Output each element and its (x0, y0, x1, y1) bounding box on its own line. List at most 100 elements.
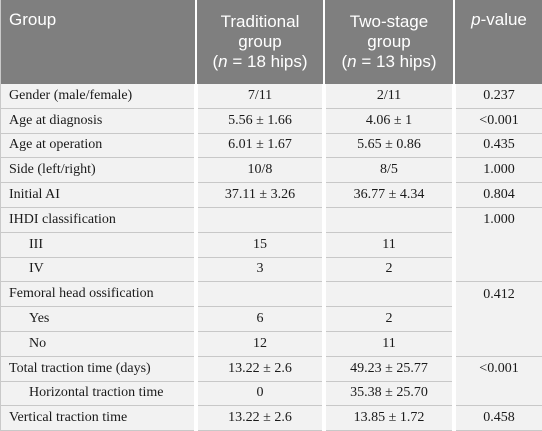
row-traditional-value: 13.22 ± 2.6 (197, 356, 323, 382)
header-pvalue-p: p (471, 10, 481, 29)
cell-text: 13.85 ± 1.72 (353, 410, 425, 426)
cell-text: Femoral head ossification (9, 286, 154, 302)
row-traditional-value: 37.11 ± 3.26 (197, 183, 323, 208)
cell-text: IV (29, 261, 44, 277)
row-label: Vertical traction time (1, 406, 195, 431)
row-label: Initial AI (1, 183, 195, 208)
cell-text: 37.11 ± 3.26 (224, 187, 296, 203)
header-pvalue: p-value (455, 0, 542, 84)
cell-text: 13.22 ± 2.6 (228, 360, 292, 376)
row-pvalue (455, 232, 542, 258)
cell-text: 5.65 ± 0.86 (357, 137, 421, 153)
cell-text: 13.22 ± 2.6 (228, 410, 292, 426)
header-twostage-n: n (347, 52, 357, 71)
header-traditional: Traditional group (n = 18 hips) (197, 0, 323, 84)
row-traditional-value: 3 (197, 257, 323, 283)
row-label: Side (left/right) (1, 158, 195, 184)
row-label: Yes (1, 307, 195, 332)
header-divider (453, 0, 455, 84)
header-traditional-line1: Traditional (220, 12, 300, 31)
header-pvalue-text: p-value (471, 10, 527, 30)
row-label: Age at diagnosis (1, 108, 195, 134)
header-divider (323, 0, 325, 84)
row-traditional-value: 15 (197, 232, 323, 258)
header-traditional-count-text: = 18 hips) (227, 52, 308, 71)
header-traditional-count: (n = 18 hips) (212, 52, 308, 71)
cell-text: No (29, 335, 47, 351)
row-traditional-value: 0 (197, 381, 323, 407)
cell-text: 49.23 ± 25.77 (350, 360, 428, 376)
cell-text: 2/11 (376, 87, 402, 103)
header-traditional-n: n (218, 52, 228, 71)
cell-text: Age at operation (9, 137, 103, 153)
cell-text: <0.001 (479, 112, 519, 128)
cell-text: 1.000 (483, 162, 515, 178)
row-pvalue: 1.000 (455, 158, 542, 184)
cell-text: 8/5 (380, 162, 398, 178)
row-label: No (1, 332, 195, 357)
cell-text: Yes (29, 311, 50, 327)
row-pvalue (455, 381, 542, 407)
row-label: III (1, 232, 195, 258)
row-traditional-value: 10/8 (197, 158, 323, 184)
row-twostage-value: 8/5 (325, 158, 453, 184)
cell-text: 35.38 ± 25.70 (350, 385, 428, 401)
row-pvalue: 0.458 (455, 406, 542, 431)
cell-text: 15 (253, 236, 267, 252)
row-label: Femoral head ossification (1, 282, 195, 308)
cell-text: 0.804 (483, 187, 515, 203)
cell-text: 0 (256, 385, 264, 401)
cell-text: Horizontal traction time (29, 385, 164, 401)
column-divider (194, 84, 198, 431)
cell-text: Vertical traction time (9, 410, 128, 426)
cell-text: Age at diagnosis (9, 112, 103, 128)
row-traditional-value (197, 208, 323, 233)
row-traditional-value: 6 (197, 307, 323, 332)
cell-text: Gender (male/female) (9, 87, 133, 103)
cell-text: 0.237 (483, 87, 515, 103)
row-twostage-value: 13.85 ± 1.72 (325, 406, 453, 431)
cell-text: 0.412 (483, 286, 515, 302)
row-pvalue: 0.412 (455, 282, 542, 308)
row-traditional-value: 7/11 (197, 84, 323, 109)
column-divider (322, 84, 326, 431)
cell-text: III (29, 236, 43, 252)
cell-text: IHDI classification (9, 211, 116, 227)
row-label: IV (1, 257, 195, 283)
cell-text: 0.458 (483, 410, 515, 426)
cell-text: Side (left/right) (9, 162, 96, 178)
cell-text: <0.001 (479, 361, 519, 377)
row-pvalue (455, 257, 542, 283)
row-pvalue: <0.001 (455, 356, 542, 382)
cell-text: 11 (382, 236, 396, 252)
row-twostage-value: 4.06 ± 1 (325, 108, 453, 134)
header-twostage-count-text: = 13 hips) (356, 52, 437, 71)
row-pvalue: 0.804 (455, 183, 542, 208)
cell-text: 10/8 (247, 162, 273, 178)
row-traditional-value: 5.56 ± 1.66 (197, 108, 323, 134)
cell-text: 12 (253, 335, 267, 351)
header-group: Group (1, 0, 195, 84)
row-pvalue: 1.000 (455, 208, 542, 233)
cell-text: 4.06 ± 1 (365, 112, 413, 128)
row-twostage-value: 35.38 ± 25.70 (325, 381, 453, 407)
cell-text: 2 (385, 261, 393, 277)
cell-text: 2 (385, 311, 393, 327)
row-twostage-value: 36.77 ± 4.34 (325, 183, 453, 208)
row-label: Age at operation (1, 133, 195, 159)
row-traditional-value (197, 282, 323, 308)
header-group-text: Group (9, 10, 57, 29)
cell-text: 7/11 (247, 87, 273, 103)
header-divider (195, 0, 197, 84)
row-pvalue: 0.435 (455, 133, 542, 159)
row-twostage-value: 5.65 ± 0.86 (325, 133, 453, 159)
cell-text: 0.435 (483, 137, 515, 153)
cell-text: Total traction time (days) (9, 360, 151, 376)
row-twostage-value: 11 (325, 232, 453, 258)
row-label: Total traction time (days) (1, 356, 195, 382)
row-twostage-value: 11 (325, 332, 453, 357)
row-pvalue (455, 307, 542, 332)
row-pvalue (455, 332, 542, 357)
row-label: IHDI classification (1, 208, 195, 233)
